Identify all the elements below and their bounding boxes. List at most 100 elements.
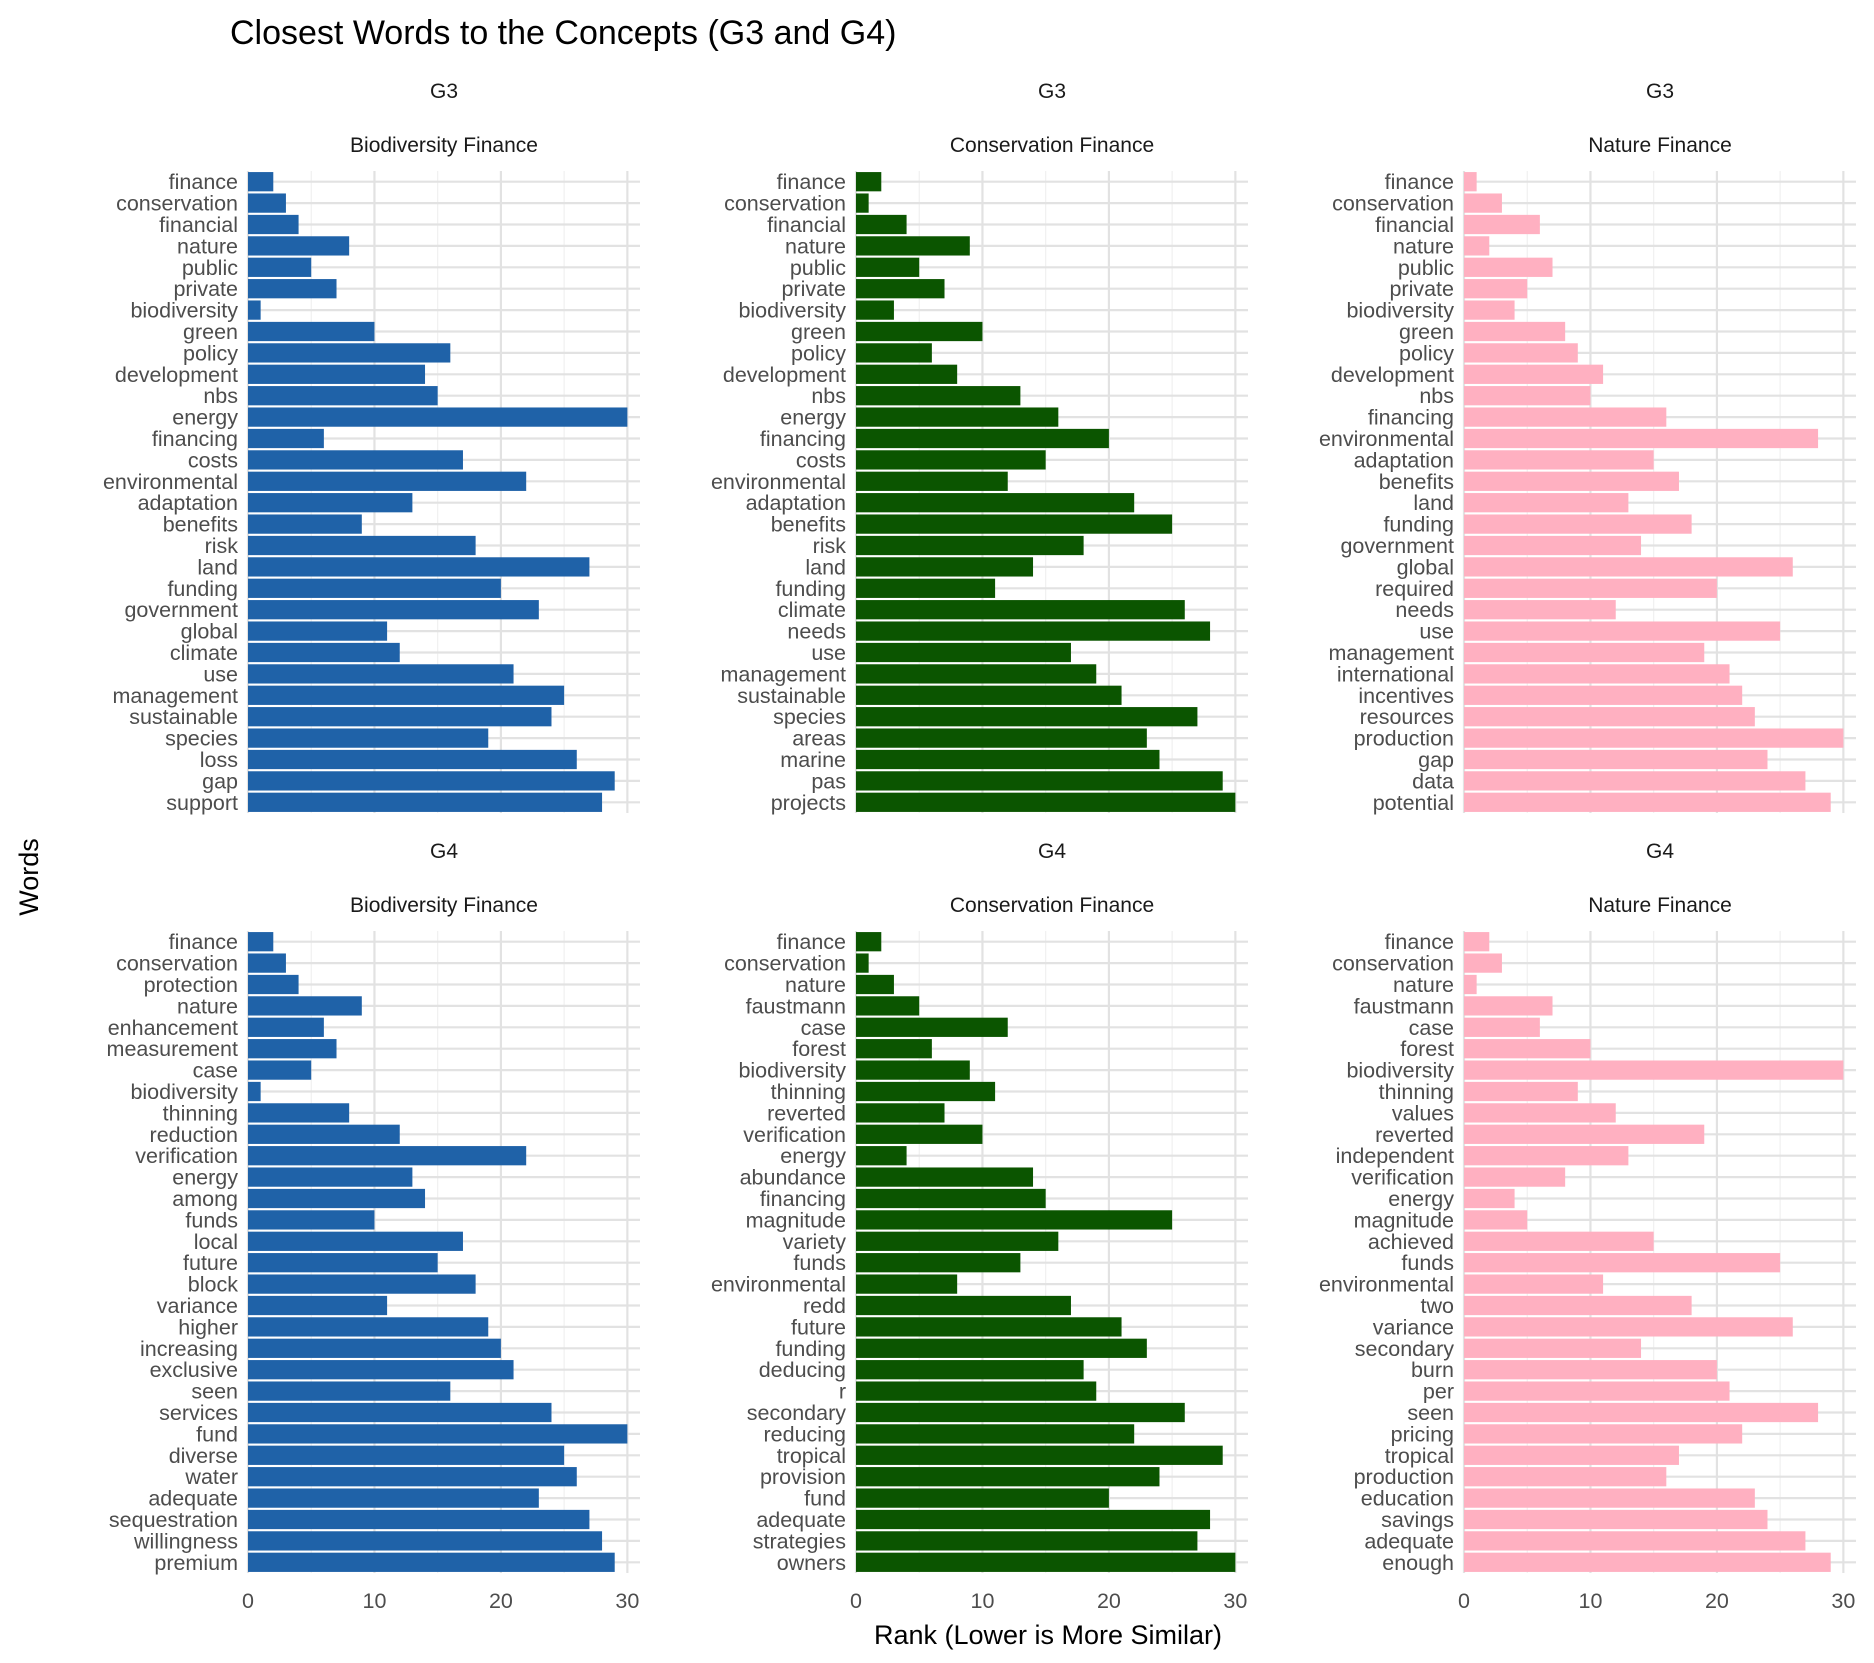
word-tick-label: financing bbox=[760, 1187, 846, 1211]
bar-thinning bbox=[248, 1103, 350, 1123]
word-tick-label: nature bbox=[1393, 234, 1454, 258]
word-tick-label: sustainable bbox=[129, 705, 238, 729]
word-tick-label: environmental bbox=[1319, 427, 1454, 451]
bar-future bbox=[248, 1253, 438, 1273]
bar-funding bbox=[248, 578, 501, 598]
word-tick-label: verification bbox=[1351, 1166, 1454, 1190]
word-tick-label: private bbox=[781, 277, 846, 301]
bar-nbs bbox=[248, 386, 438, 406]
bar-government bbox=[248, 600, 539, 620]
word-tick-label: reverted bbox=[767, 1101, 846, 1125]
word-tick-label: required bbox=[1375, 577, 1454, 601]
panel-concept-label: Biodiversity Finance bbox=[350, 134, 538, 157]
bar-adequate bbox=[248, 1488, 539, 1508]
bar-public bbox=[248, 257, 312, 277]
word-tick-label: climate bbox=[170, 641, 238, 665]
bar-reverted bbox=[856, 1103, 945, 1123]
word-tick-label: marine bbox=[780, 748, 846, 772]
word-tick-label: financial bbox=[159, 213, 238, 237]
word-tick-label: case bbox=[801, 1016, 846, 1040]
word-tick-label: land bbox=[1413, 491, 1454, 515]
x-tick-label: 0 bbox=[1458, 1589, 1470, 1613]
word-tick-label: funding bbox=[167, 577, 238, 601]
panel-group-label: G4 bbox=[1038, 840, 1066, 863]
word-tick-label: enough bbox=[1382, 1551, 1454, 1575]
bar-policy bbox=[248, 343, 451, 363]
word-tick-label: environmental bbox=[711, 470, 846, 494]
word-tick-label: conservation bbox=[116, 952, 238, 976]
word-tick-label: variance bbox=[157, 1294, 238, 1318]
word-tick-label: conservation bbox=[724, 192, 846, 216]
bar-risk bbox=[856, 535, 1084, 556]
bar-financial bbox=[856, 214, 907, 235]
word-tick-label: financial bbox=[1375, 213, 1454, 237]
panel-group-label: G3 bbox=[1646, 80, 1674, 103]
word-tick-label: adaptation bbox=[1354, 448, 1454, 472]
bar-provision bbox=[856, 1467, 1160, 1487]
word-tick-label: deducing bbox=[759, 1358, 846, 1382]
word-tick-label: magnitude bbox=[1354, 1208, 1454, 1232]
word-tick-label: support bbox=[166, 791, 238, 815]
bar-green bbox=[248, 321, 375, 342]
bar-use bbox=[248, 664, 514, 684]
word-tick-label: energy bbox=[172, 406, 238, 430]
bar-benefits bbox=[248, 514, 362, 534]
bar-needs bbox=[1464, 600, 1616, 620]
word-tick-label: gap bbox=[1418, 748, 1454, 772]
bar-gap bbox=[248, 771, 615, 791]
bar-adaptation bbox=[856, 493, 1135, 513]
bar-benefits bbox=[1464, 471, 1679, 491]
panel-concept-label: Nature Finance bbox=[1588, 894, 1732, 917]
bar-nature bbox=[1464, 974, 1477, 995]
bar-nature bbox=[1464, 236, 1490, 256]
word-tick-label: species bbox=[165, 727, 238, 751]
panel: G3 Biodiversity Finance financeconservatio… bbox=[103, 80, 640, 815]
word-tick-label: use bbox=[811, 641, 846, 665]
bar-achieved bbox=[1464, 1231, 1654, 1251]
word-tick-label: sequestration bbox=[109, 1508, 238, 1532]
bar-tropical bbox=[1464, 1445, 1679, 1465]
word-tick-label: risk bbox=[205, 534, 239, 558]
word-tick-label: projects bbox=[771, 791, 846, 815]
bar-financial bbox=[248, 214, 299, 235]
panel: G4 Biodiversity Finance financeconservatio… bbox=[107, 840, 640, 1613]
word-tick-label: policy bbox=[183, 341, 238, 365]
bar-private bbox=[1464, 279, 1528, 299]
bar-development bbox=[248, 364, 426, 384]
bar-biodiversity bbox=[856, 300, 894, 320]
bar-conservation bbox=[1464, 953, 1502, 973]
bar-required bbox=[1464, 578, 1717, 598]
bar-independent bbox=[1464, 1146, 1629, 1166]
word-tick-label: government bbox=[124, 598, 238, 622]
word-tick-label: funding bbox=[775, 577, 846, 601]
bar-financing bbox=[1464, 407, 1667, 427]
bar-use bbox=[1464, 621, 1781, 641]
bar-reverted bbox=[1464, 1124, 1705, 1144]
word-tick-label: per bbox=[1423, 1380, 1454, 1404]
panel-concept-label: Conservation Finance bbox=[950, 894, 1154, 917]
word-tick-label: forest bbox=[1400, 1037, 1454, 1061]
bar-pricing bbox=[1464, 1424, 1743, 1444]
bar-savings bbox=[1464, 1509, 1768, 1530]
word-tick-label: reverted bbox=[1375, 1123, 1454, 1147]
word-tick-label: reducing bbox=[764, 1422, 846, 1446]
word-tick-label: resources bbox=[1360, 705, 1454, 729]
word-tick-label: finance bbox=[169, 930, 238, 954]
word-tick-label: areas bbox=[792, 727, 846, 751]
word-tick-label: measurement bbox=[107, 1037, 238, 1061]
word-tick-label: r bbox=[839, 1380, 846, 1404]
bar-funds bbox=[856, 1253, 1021, 1273]
bar-financing bbox=[248, 428, 324, 449]
bar-fund bbox=[856, 1488, 1109, 1508]
bar-conservation bbox=[1464, 193, 1502, 213]
bar-management bbox=[856, 664, 1097, 684]
word-tick-label: public bbox=[1398, 256, 1454, 280]
bar-sustainable bbox=[856, 685, 1122, 705]
word-tick-label: diverse bbox=[169, 1444, 238, 1468]
bar-funding bbox=[856, 1338, 1147, 1358]
bar-among bbox=[248, 1188, 426, 1209]
word-tick-label: benefits bbox=[771, 513, 846, 537]
bar-biodiversity bbox=[856, 1060, 970, 1080]
bar-tropical bbox=[856, 1445, 1223, 1465]
